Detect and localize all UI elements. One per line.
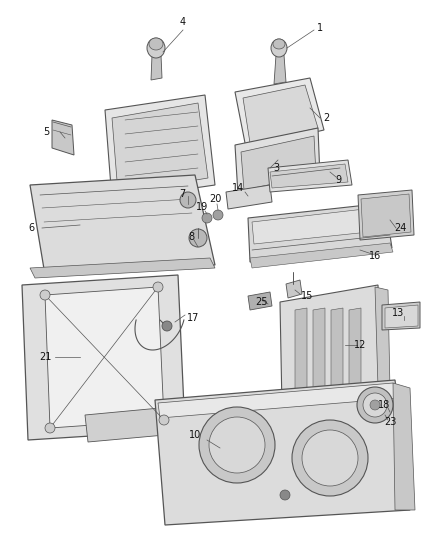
- Polygon shape: [331, 308, 343, 390]
- Polygon shape: [155, 380, 410, 525]
- Text: 14: 14: [232, 183, 244, 193]
- Ellipse shape: [147, 38, 165, 58]
- Polygon shape: [295, 308, 307, 390]
- Polygon shape: [252, 207, 388, 244]
- Text: 7: 7: [179, 189, 185, 199]
- Polygon shape: [112, 103, 208, 193]
- Text: 3: 3: [273, 163, 279, 173]
- Polygon shape: [286, 280, 302, 298]
- Polygon shape: [30, 175, 215, 275]
- Circle shape: [292, 420, 368, 496]
- Text: 13: 13: [392, 308, 404, 318]
- Polygon shape: [375, 287, 390, 390]
- Text: 16: 16: [369, 251, 381, 261]
- Text: 19: 19: [196, 202, 208, 212]
- Circle shape: [180, 192, 196, 208]
- Text: 21: 21: [39, 352, 51, 362]
- Polygon shape: [385, 305, 418, 328]
- Circle shape: [159, 415, 169, 425]
- Polygon shape: [85, 408, 165, 442]
- Text: 10: 10: [189, 430, 201, 440]
- Polygon shape: [382, 302, 420, 330]
- Polygon shape: [226, 185, 272, 209]
- Polygon shape: [248, 292, 272, 310]
- Circle shape: [189, 229, 207, 247]
- Text: 8: 8: [188, 232, 194, 242]
- Text: 6: 6: [28, 223, 34, 233]
- Polygon shape: [243, 85, 318, 143]
- Ellipse shape: [149, 38, 163, 50]
- Circle shape: [162, 321, 172, 331]
- Ellipse shape: [273, 39, 285, 49]
- Polygon shape: [151, 55, 162, 80]
- Polygon shape: [158, 383, 400, 418]
- Circle shape: [363, 393, 387, 417]
- Text: 2: 2: [323, 113, 329, 123]
- Polygon shape: [280, 285, 382, 408]
- Polygon shape: [358, 190, 414, 240]
- Circle shape: [40, 290, 50, 300]
- Polygon shape: [22, 275, 185, 440]
- Text: 25: 25: [256, 297, 268, 307]
- Text: 23: 23: [384, 417, 396, 427]
- Text: 24: 24: [394, 223, 406, 233]
- Text: 4: 4: [180, 17, 186, 27]
- Circle shape: [209, 417, 265, 473]
- Text: 15: 15: [301, 291, 313, 301]
- Circle shape: [302, 430, 358, 486]
- Circle shape: [280, 490, 290, 500]
- Polygon shape: [30, 258, 215, 278]
- Polygon shape: [270, 164, 348, 188]
- Polygon shape: [248, 203, 392, 262]
- Polygon shape: [45, 287, 164, 428]
- Circle shape: [153, 282, 163, 292]
- Circle shape: [199, 407, 275, 483]
- Circle shape: [45, 423, 55, 433]
- Circle shape: [357, 387, 393, 423]
- Polygon shape: [105, 95, 215, 200]
- Text: 18: 18: [378, 400, 390, 410]
- Text: 17: 17: [187, 313, 199, 323]
- Circle shape: [370, 400, 380, 410]
- Ellipse shape: [271, 39, 287, 57]
- Polygon shape: [268, 160, 352, 192]
- Polygon shape: [274, 55, 286, 84]
- Polygon shape: [313, 308, 325, 390]
- Text: 1: 1: [317, 23, 323, 33]
- Text: 9: 9: [335, 175, 341, 185]
- Polygon shape: [250, 243, 393, 268]
- Text: 5: 5: [43, 127, 49, 137]
- Polygon shape: [349, 308, 361, 390]
- Circle shape: [202, 213, 212, 223]
- Polygon shape: [52, 120, 74, 155]
- Text: 20: 20: [209, 194, 221, 204]
- Polygon shape: [393, 383, 415, 510]
- Circle shape: [213, 210, 223, 220]
- Polygon shape: [235, 128, 320, 195]
- Polygon shape: [241, 136, 316, 190]
- Polygon shape: [361, 194, 411, 237]
- Polygon shape: [235, 78, 324, 148]
- Text: 12: 12: [354, 340, 366, 350]
